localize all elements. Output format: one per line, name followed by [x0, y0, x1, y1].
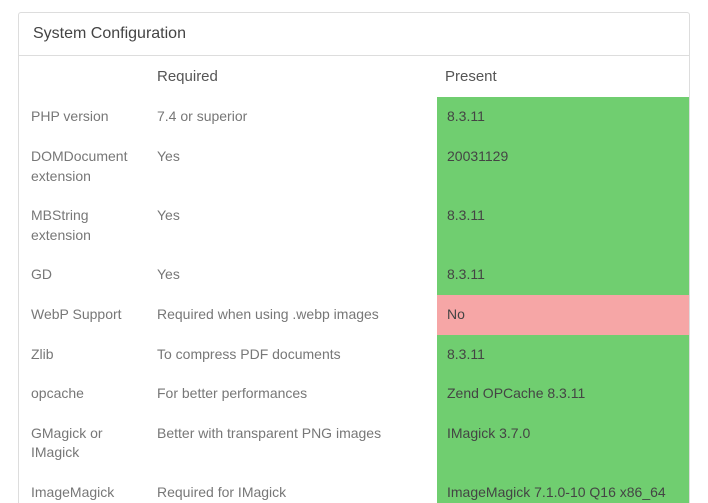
- row-required: Better with transparent PNG images: [149, 414, 437, 473]
- system-config-panel: System Configuration Required Present PH…: [18, 12, 690, 503]
- table-row: MBString extensionYes8.3.11: [19, 196, 689, 255]
- row-required: 7.4 or superior: [149, 97, 437, 137]
- row-name: DOMDocument extension: [19, 137, 149, 196]
- panel-title: System Configuration: [19, 13, 689, 56]
- table-row: WebP SupportRequired when using .webp im…: [19, 295, 689, 335]
- row-name: GD: [19, 255, 149, 295]
- table-row: DOMDocument extensionYes20031129: [19, 137, 689, 196]
- row-present: 8.3.11: [437, 196, 689, 255]
- table-row: opcacheFor better performancesZend OPCac…: [19, 374, 689, 414]
- row-required: Required for IMagick: [149, 473, 437, 503]
- row-name: PHP version: [19, 97, 149, 137]
- table-row: ZlibTo compress PDF documents8.3.11: [19, 335, 689, 375]
- row-name: ImageMagick: [19, 473, 149, 503]
- row-required: Yes: [149, 137, 437, 196]
- col-header-name: [19, 56, 149, 97]
- row-required: Yes: [149, 196, 437, 255]
- col-header-present: Present: [437, 56, 689, 97]
- row-present: IMagick 3.7.0: [437, 414, 689, 473]
- table-row: PHP version7.4 or superior8.3.11: [19, 97, 689, 137]
- row-present: 8.3.11: [437, 97, 689, 137]
- col-header-required: Required: [149, 56, 437, 97]
- row-name: opcache: [19, 374, 149, 414]
- row-present: Zend OPCache 8.3.11: [437, 374, 689, 414]
- row-present: ImageMagick 7.1.0-10 Q16 x86_64 2021-10-…: [437, 473, 689, 503]
- row-present: 8.3.11: [437, 335, 689, 375]
- row-name: GMagick or IMagick: [19, 414, 149, 473]
- table-row: ImageMagickRequired for IMagickImageMagi…: [19, 473, 689, 503]
- row-present: 8.3.11: [437, 255, 689, 295]
- row-present: 20031129: [437, 137, 689, 196]
- row-required: Required when using .webp images: [149, 295, 437, 335]
- table-row: GDYes8.3.11: [19, 255, 689, 295]
- table-body: PHP version7.4 or superior8.3.11DOMDocum…: [19, 97, 689, 503]
- row-name: Zlib: [19, 335, 149, 375]
- row-required: To compress PDF documents: [149, 335, 437, 375]
- row-required: For better performances: [149, 374, 437, 414]
- table-row: GMagick or IMagickBetter with transparen…: [19, 414, 689, 473]
- row-name: MBString extension: [19, 196, 149, 255]
- row-name: WebP Support: [19, 295, 149, 335]
- row-present: No: [437, 295, 689, 335]
- system-config-table: Required Present PHP version7.4 or super…: [19, 56, 689, 503]
- row-required: Yes: [149, 255, 437, 295]
- table-header-row: Required Present: [19, 56, 689, 97]
